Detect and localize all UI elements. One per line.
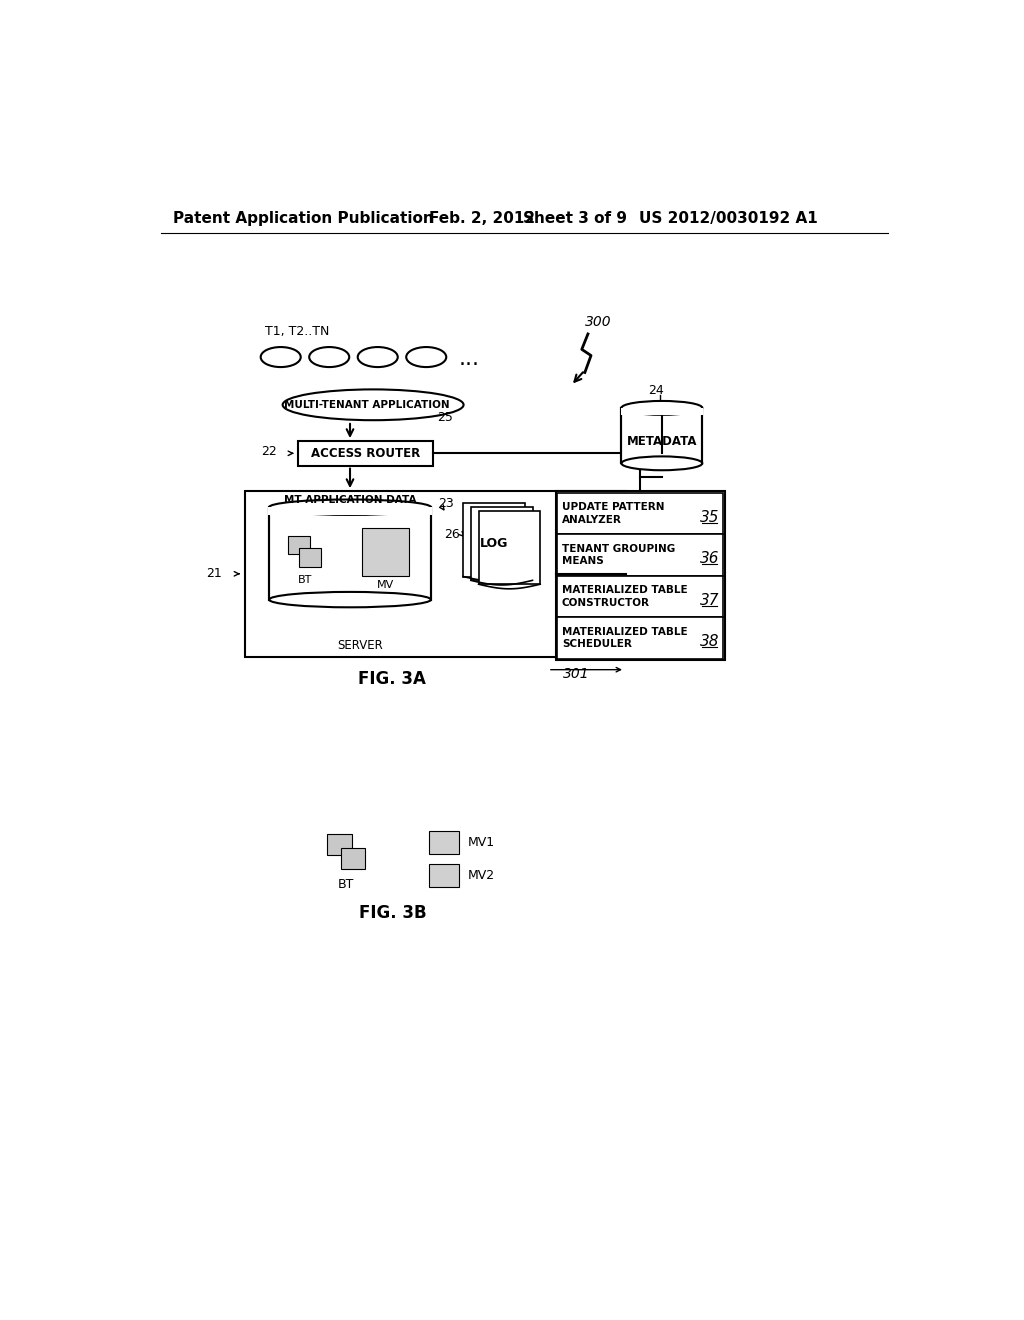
Text: MV: MV <box>377 579 394 590</box>
Text: MV1: MV1 <box>468 836 495 849</box>
Ellipse shape <box>622 401 702 414</box>
Text: METADATA: METADATA <box>627 436 697 449</box>
Bar <box>298 441 433 466</box>
Bar <box>622 408 702 463</box>
Text: MATERIALIZED TABLE
SCHEDULER: MATERIALIZED TABLE SCHEDULER <box>562 627 687 649</box>
Text: FIG. 3A: FIG. 3A <box>358 671 426 688</box>
Bar <box>478 511 541 585</box>
Text: 21: 21 <box>206 568 221 581</box>
Bar <box>289 536 310 554</box>
Text: 38: 38 <box>699 635 719 649</box>
Ellipse shape <box>261 347 301 367</box>
Bar <box>245 491 626 656</box>
Bar <box>429 863 459 887</box>
Ellipse shape <box>357 347 397 367</box>
Text: FIG. 3B: FIG. 3B <box>358 904 426 921</box>
Text: TENANT GROUPING
MEANS: TENANT GROUPING MEANS <box>562 544 675 566</box>
Text: 25: 25 <box>437 412 453 425</box>
Bar <box>557 492 724 535</box>
Text: Feb. 2, 2012: Feb. 2, 2012 <box>429 211 536 226</box>
Text: Sheet 3 of 9: Sheet 3 of 9 <box>523 211 628 226</box>
Text: MULTI-TENANT APPLICATION: MULTI-TENANT APPLICATION <box>284 400 450 409</box>
Text: 22: 22 <box>261 445 276 458</box>
Text: 35: 35 <box>699 510 719 525</box>
Text: Patent Application Publication: Patent Application Publication <box>173 211 433 226</box>
Ellipse shape <box>309 347 349 367</box>
Text: T1, T2..TN: T1, T2..TN <box>265 325 330 338</box>
Bar <box>341 849 366 869</box>
Bar <box>557 535 724 576</box>
Text: SERVER: SERVER <box>337 639 383 652</box>
Ellipse shape <box>269 591 431 607</box>
Bar <box>557 576 724 618</box>
Bar <box>269 507 431 599</box>
Text: 24: 24 <box>648 384 664 397</box>
Bar <box>429 830 459 854</box>
Text: 37: 37 <box>699 593 719 609</box>
Bar <box>299 548 321 566</box>
Bar <box>557 618 724 659</box>
Text: UPDATE PATTERN
ANALYZER: UPDATE PATTERN ANALYZER <box>562 502 665 524</box>
Text: 23: 23 <box>438 496 455 510</box>
Bar <box>463 503 524 577</box>
Text: MT APPLICATION DATA: MT APPLICATION DATA <box>284 495 417 506</box>
Bar <box>556 491 725 660</box>
Text: 300: 300 <box>585 314 611 329</box>
Text: US 2012/0030192 A1: US 2012/0030192 A1 <box>639 211 817 226</box>
Text: BT: BT <box>338 878 354 891</box>
Bar <box>471 507 532 581</box>
Text: BT: BT <box>297 576 311 585</box>
Text: ...: ... <box>459 348 480 368</box>
Ellipse shape <box>269 499 431 515</box>
Bar <box>268 507 432 515</box>
Text: MV2: MV2 <box>468 869 495 882</box>
Text: MATERIALIZED TABLE
CONSTRUCTOR: MATERIALIZED TABLE CONSTRUCTOR <box>562 585 687 607</box>
Ellipse shape <box>283 389 464 420</box>
Bar <box>327 834 351 855</box>
Ellipse shape <box>622 457 702 470</box>
Text: 36: 36 <box>699 552 719 566</box>
Text: LOG: LOG <box>480 537 508 550</box>
Text: 26: 26 <box>444 528 460 541</box>
Text: 301: 301 <box>563 668 590 681</box>
Bar <box>621 408 703 414</box>
Ellipse shape <box>407 347 446 367</box>
Bar <box>361 528 410 576</box>
Text: ACCESS ROUTER: ACCESS ROUTER <box>311 446 421 459</box>
